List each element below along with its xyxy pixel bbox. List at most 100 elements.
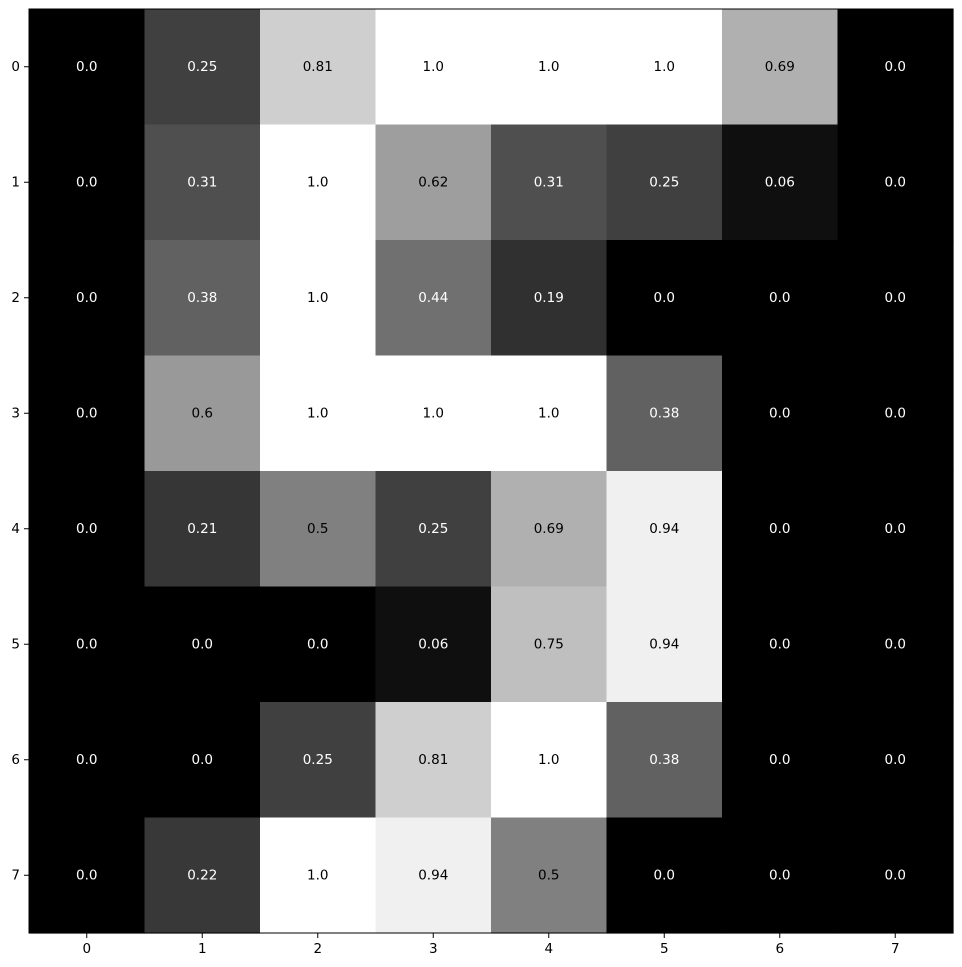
cell-value-label-r3-c2: 1.0 [307, 405, 328, 421]
heatmap-cell-r4-c1 [144, 471, 261, 588]
cell-value-label-r3-c3: 1.0 [423, 405, 444, 421]
cell-value-label-r0-c6: 0.69 [765, 59, 795, 75]
cell-value-label-r3-c6: 0.0 [769, 405, 790, 421]
heatmap-cell-r7-c1 [144, 817, 261, 934]
cell-value-label-r5-c7: 0.0 [885, 636, 906, 652]
cell-value-label-r0-c4: 1.0 [538, 59, 559, 75]
heatmap-cell-r3-c1 [144, 355, 261, 472]
heatmap-cell-r3-c7 [837, 355, 954, 472]
y-tick-label-5: 5 [11, 636, 20, 652]
x-tick-label-7: 7 [891, 941, 900, 957]
cell-value-label-r4-c3: 0.25 [418, 521, 448, 537]
heatmap-cell-r7-c4 [491, 817, 608, 934]
cell-value-label-r7-c4: 0.5 [538, 867, 559, 883]
heatmap-cell-r7-c6 [722, 817, 839, 934]
plot-frame [28, 8, 954, 934]
cell-value-label-r2-c5: 0.0 [654, 290, 675, 306]
heatmap-cell-r3-c2 [260, 355, 377, 472]
heatmap-cell-r1-c7 [837, 124, 954, 241]
heatmap-cell-r1-c3 [375, 124, 492, 241]
heatmap-cell-r4-c3 [375, 471, 492, 588]
cell-value-label-r2-c1: 0.38 [187, 290, 217, 306]
x-axis: 0 1 2 3 4 5 6 7 [82, 933, 900, 957]
x-tick-label-5: 5 [660, 941, 669, 957]
heatmap-cell-r4-c2 [260, 471, 377, 588]
y-tick-label-0: 0 [11, 59, 20, 75]
cell-value-labels: 0.0 0.25 0.81 1.0 1.0 1.0 0.69 0.0 0.0 0.31 1.0 0.6… [76, 59, 906, 884]
y-tick-label-2: 2 [11, 290, 20, 306]
y-tick-label-4: 4 [11, 521, 20, 537]
heatmap-cell-r5-c3 [375, 586, 492, 703]
cell-value-label-r6-c3: 0.81 [418, 752, 448, 768]
heatmap-cells [29, 9, 954, 934]
heatmap-cell-r5-c7 [837, 586, 954, 703]
y-tick-label-7: 7 [11, 867, 20, 883]
cell-value-label-r6-c1: 0.0 [192, 752, 213, 768]
cell-value-label-r3-c0: 0.0 [76, 405, 97, 421]
cell-value-label-r6-c6: 0.0 [769, 752, 790, 768]
cell-value-label-r1-c4: 0.31 [534, 174, 564, 190]
heatmap-cell-r6-c6 [722, 702, 839, 819]
cell-value-label-r0-c7: 0.0 [885, 59, 906, 75]
cell-value-label-r7-c3: 0.94 [418, 867, 448, 883]
cell-value-label-r1-c6: 0.06 [765, 174, 795, 190]
cell-value-label-r5-c6: 0.0 [769, 636, 790, 652]
x-tick-label-6: 6 [775, 941, 784, 957]
heatmap-cell-r5-c4 [491, 586, 608, 703]
cell-value-label-r6-c4: 1.0 [538, 752, 559, 768]
cell-value-label-r7-c7: 0.0 [885, 867, 906, 883]
heatmap-cell-r0-c6 [722, 9, 839, 126]
heatmap-cell-r0-c5 [606, 9, 723, 126]
cell-value-label-r1-c0: 0.0 [76, 174, 97, 190]
cell-value-label-r0-c1: 0.25 [187, 59, 217, 75]
cell-value-label-r2-c6: 0.0 [769, 290, 790, 306]
heatmap-cell-r6-c3 [375, 702, 492, 819]
cell-value-label-r7-c2: 1.0 [307, 867, 328, 883]
cell-value-label-r2-c0: 0.0 [76, 290, 97, 306]
heatmap-cell-r6-c7 [837, 702, 954, 819]
heatmap-cell-r2-c4 [491, 240, 608, 357]
x-tick-label-3: 3 [429, 941, 438, 957]
heatmap-cell-r4-c5 [606, 471, 723, 588]
cell-value-label-r1-c5: 0.25 [649, 174, 679, 190]
cell-value-label-r0-c5: 1.0 [654, 59, 675, 75]
cell-value-label-r0-c0: 0.0 [76, 59, 97, 75]
heatmap-cell-r7-c3 [375, 817, 492, 934]
cell-value-label-r4-c0: 0.0 [76, 521, 97, 537]
heatmap-cell-r6-c2 [260, 702, 377, 819]
cell-value-label-r5-c0: 0.0 [76, 636, 97, 652]
heatmap-cell-r6-c5 [606, 702, 723, 819]
cell-value-label-r3-c1: 0.6 [192, 405, 213, 421]
cell-value-label-r5-c5: 0.94 [649, 636, 679, 652]
heatmap-cell-r0-c1 [144, 9, 261, 126]
heatmap-cell-r3-c0 [29, 355, 146, 472]
cell-value-label-r2-c2: 1.0 [307, 290, 328, 306]
x-tick-label-0: 0 [82, 941, 91, 957]
cell-value-label-r2-c4: 0.19 [534, 290, 564, 306]
y-axis: 0 1 2 3 4 5 6 7 [11, 59, 29, 883]
heatmap-cell-r5-c6 [722, 586, 839, 703]
heatmap-cell-r2-c1 [144, 240, 261, 357]
heatmap-cell-r3-c5 [606, 355, 723, 472]
heatmap-cell-r2-c3 [375, 240, 492, 357]
heatmap-cell-r6-c0 [29, 702, 146, 819]
heatmap-cell-r5-c2 [260, 586, 377, 703]
heatmap-cell-r2-c6 [722, 240, 839, 357]
heatmap-cell-r1-c2 [260, 124, 377, 241]
y-tick-label-6: 6 [11, 752, 20, 768]
heatmap-cell-r0-c4 [491, 9, 608, 126]
heatmap-cell-r2-c0 [29, 240, 146, 357]
heatmap-cell-r6-c4 [491, 702, 608, 819]
heatmap-cell-r3-c3 [375, 355, 492, 472]
cell-value-label-r4-c2: 0.5 [307, 521, 328, 537]
cell-value-label-r5-c3: 0.06 [418, 636, 448, 652]
heatmap-cell-r4-c6 [722, 471, 839, 588]
cell-value-label-r0-c2: 0.81 [303, 59, 333, 75]
heatmap-cell-r7-c5 [606, 817, 723, 934]
y-tick-label-1: 1 [11, 174, 20, 190]
cell-value-label-r1-c2: 1.0 [307, 174, 328, 190]
cell-value-label-r1-c7: 0.0 [885, 174, 906, 190]
heatmap-cell-r6-c1 [144, 702, 261, 819]
heatmap-cell-r1-c6 [722, 124, 839, 241]
